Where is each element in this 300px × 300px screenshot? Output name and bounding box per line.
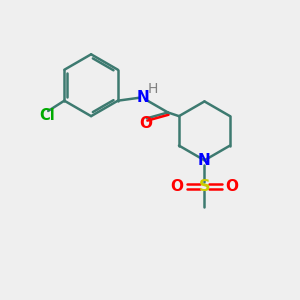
- Text: O: O: [171, 179, 184, 194]
- Text: O: O: [139, 116, 152, 131]
- Text: O: O: [225, 179, 239, 194]
- Text: N: N: [136, 90, 149, 105]
- Text: S: S: [199, 179, 210, 194]
- Text: H: H: [147, 82, 158, 97]
- Text: N: N: [198, 153, 211, 168]
- Text: Cl: Cl: [39, 108, 55, 123]
